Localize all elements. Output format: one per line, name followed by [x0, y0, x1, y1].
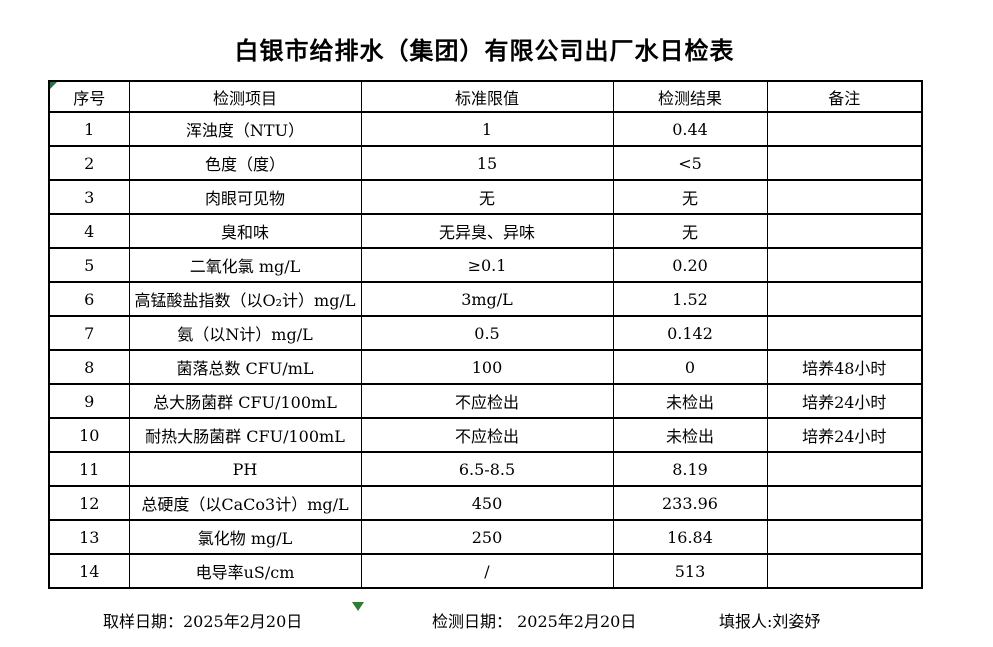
- header-row: 序号 检测项目 标准限值 检测结果 备注: [48, 80, 923, 113]
- cell-result: 0: [612, 349, 768, 385]
- cell-limit: 250: [360, 519, 614, 555]
- cell-index: 7: [48, 315, 130, 351]
- cell-remark: [766, 145, 923, 181]
- table-row: 1 浑浊度（NTU） 1 0.44: [48, 111, 923, 147]
- table-row: 11 PH 6.5-8.5 8.19: [48, 451, 923, 487]
- cell-item: PH: [128, 451, 362, 487]
- cell-remark: [766, 213, 923, 249]
- cell-result: 8.19: [612, 451, 768, 487]
- table-row: 6 高锰酸盐指数（以O₂计）mg/L 3mg/L 1.52: [48, 281, 923, 317]
- page-title: 白银市给排水（集团）有限公司出厂水日检表: [234, 36, 735, 65]
- header-item: 检测项目: [128, 80, 362, 113]
- cell-item: 高锰酸盐指数（以O₂计）mg/L: [128, 281, 362, 317]
- cell-limit: 无: [360, 179, 614, 215]
- cell-limit: 450: [360, 485, 614, 521]
- header-limit: 标准限值: [360, 80, 614, 113]
- cell-index: 14: [48, 553, 130, 589]
- cell-index: 4: [48, 213, 130, 249]
- cell-result: 1.52: [612, 281, 768, 317]
- cell-limit: 15: [360, 145, 614, 181]
- cell-remark: [766, 553, 923, 589]
- cell-item: 总硬度（以CaCo3计）mg/L: [128, 485, 362, 521]
- cell-remark: [766, 179, 923, 215]
- cell-item: 二氧化氯 mg/L: [128, 247, 362, 283]
- table-row: 4 臭和味 无异臭、异味 无: [48, 213, 923, 249]
- header-index: 序号: [48, 80, 130, 113]
- cell-item: 菌落总数 CFU/mL: [128, 349, 362, 385]
- cell-limit: 6.5-8.5: [360, 451, 614, 487]
- cell-result: 16.84: [612, 519, 768, 555]
- cell-index: 5: [48, 247, 130, 283]
- cell-limit: 不应检出: [360, 383, 614, 419]
- cell-index: 6: [48, 281, 130, 317]
- cell-limit: 1: [360, 111, 614, 147]
- cell-index: 8: [48, 349, 130, 385]
- footer: 取样日期：2025年2月20日 检测日期： 2025年2月20日 填报人:刘姿妤: [0, 608, 993, 632]
- table-row: 8 菌落总数 CFU/mL 100 0 培养48小时: [48, 349, 923, 385]
- cell-result: 513: [612, 553, 768, 589]
- cell-remark: [766, 111, 923, 147]
- table-row: 10 耐热大肠菌群 CFU/100mL 不应检出 未检出 培养24小时: [48, 417, 923, 453]
- cell-index: 13: [48, 519, 130, 555]
- cell-item: 耐热大肠菌群 CFU/100mL: [128, 417, 362, 453]
- cell-index: 3: [48, 179, 130, 215]
- cell-remark: 培养48小时: [766, 349, 923, 385]
- cell-item: 总大肠菌群 CFU/100mL: [128, 383, 362, 419]
- cell-result: 0.20: [612, 247, 768, 283]
- header-result: 检测结果: [612, 80, 768, 113]
- cell-result: 233.96: [612, 485, 768, 521]
- cell-remark: 培养24小时: [766, 417, 923, 453]
- cell-index: 1: [48, 111, 130, 147]
- cell-index: 11: [48, 451, 130, 487]
- table-row: 2 色度（度） 15 <5: [48, 145, 923, 181]
- water-quality-table: 序号 检测项目 标准限值 检测结果 备注 1 浑浊度（NTU） 1 0.44 2…: [48, 80, 923, 589]
- cell-item: 色度（度）: [128, 145, 362, 181]
- cell-result: 未检出: [612, 383, 768, 419]
- cell-remark: [766, 519, 923, 555]
- cell-item: 电导率uS/cm: [128, 553, 362, 589]
- cell-remark: [766, 315, 923, 351]
- cell-result: <5: [612, 145, 768, 181]
- test-date: 检测日期： 2025年2月20日: [432, 612, 637, 631]
- cell-limit: 不应检出: [360, 417, 614, 453]
- table-row: 12 总硬度（以CaCo3计）mg/L 450 233.96: [48, 485, 923, 521]
- cell-result: 0.142: [612, 315, 768, 351]
- table-row: 7 氨（以N计）mg/L 0.5 0.142: [48, 315, 923, 351]
- table-row: 14 电导率uS/cm / 513: [48, 553, 923, 589]
- cell-index: 2: [48, 145, 130, 181]
- cell-remark: [766, 247, 923, 283]
- reporter-name: 填报人:刘姿妤: [719, 612, 821, 631]
- cell-remark: [766, 451, 923, 487]
- cell-limit: /: [360, 553, 614, 589]
- cell-result: 无: [612, 213, 768, 249]
- sampling-date: 取样日期：2025年2月20日: [103, 612, 303, 631]
- header-remark: 备注: [766, 80, 923, 113]
- cell-index: 12: [48, 485, 130, 521]
- cell-item: 浑浊度（NTU）: [128, 111, 362, 147]
- cell-result: 0.44: [612, 111, 768, 147]
- cell-remark: [766, 485, 923, 521]
- table-row: 13 氯化物 mg/L 250 16.84: [48, 519, 923, 555]
- cell-remark: 培养24小时: [766, 383, 923, 419]
- cell-limit: 0.5: [360, 315, 614, 351]
- cell-limit: 100: [360, 349, 614, 385]
- table-row: 3 肉眼可见物 无 无: [48, 179, 923, 215]
- cell-item: 臭和味: [128, 213, 362, 249]
- table-row: 5 二氧化氯 mg/L ≥0.1 0.20: [48, 247, 923, 283]
- cell-remark: [766, 281, 923, 317]
- cell-item: 氯化物 mg/L: [128, 519, 362, 555]
- cell-limit: ≥0.1: [360, 247, 614, 283]
- cell-limit: 3mg/L: [360, 281, 614, 317]
- table-row: 9 总大肠菌群 CFU/100mL 不应检出 未检出 培养24小时: [48, 383, 923, 419]
- cell-result: 未检出: [612, 417, 768, 453]
- cell-limit: 无异臭、异味: [360, 213, 614, 249]
- excel-fill-handle-icon: [352, 602, 364, 611]
- cell-index: 10: [48, 417, 130, 453]
- cell-index: 9: [48, 383, 130, 419]
- cell-item: 氨（以N计）mg/L: [128, 315, 362, 351]
- cell-item: 肉眼可见物: [128, 179, 362, 215]
- cell-result: 无: [612, 179, 768, 215]
